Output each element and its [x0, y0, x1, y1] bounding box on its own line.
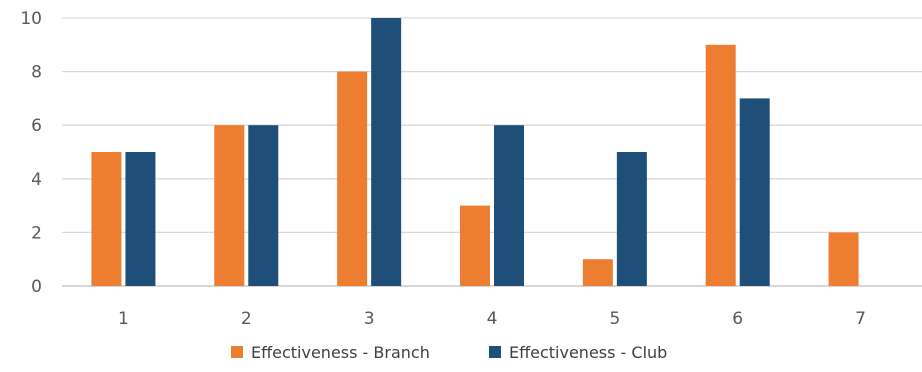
y-tick-label: 6 — [31, 116, 42, 136]
y-tick-label: 2 — [31, 223, 42, 243]
bar-club-3 — [371, 18, 402, 286]
x-tick-label: 6 — [732, 309, 743, 329]
y-tick-label: 0 — [31, 277, 42, 297]
bar-club-6 — [739, 98, 770, 287]
bar-branch-4 — [460, 205, 490, 286]
bar-branch-6 — [705, 44, 736, 286]
x-tick-label: 3 — [364, 309, 375, 329]
x-axis-ticks: 1 2 3 4 5 6 7 — [118, 309, 866, 329]
x-tick-label: 1 — [118, 309, 129, 329]
legend-swatch-club — [489, 346, 501, 358]
legend-label-branch: Effectiveness - Branch — [251, 343, 430, 362]
y-axis-ticks: 0 2 4 6 8 10 — [20, 9, 42, 297]
legend-swatch-branch — [231, 346, 243, 358]
legend-label-club: Effectiveness - Club — [509, 343, 667, 362]
bar-branch-7 — [828, 232, 859, 286]
y-tick-label: 8 — [31, 63, 42, 83]
x-tick-label: 5 — [609, 309, 620, 329]
bar-club-2 — [248, 125, 279, 286]
bar-branch-1 — [91, 152, 122, 286]
bar-branch-2 — [214, 125, 245, 286]
x-tick-label: 2 — [241, 309, 252, 329]
legend: Effectiveness - Branch Effectiveness - C… — [231, 343, 667, 362]
bar-club-5 — [616, 152, 647, 286]
bar-club-4 — [494, 125, 524, 286]
x-tick-label: 4 — [487, 309, 498, 329]
gridlines — [62, 17, 922, 287]
x-tick-label: 7 — [855, 309, 866, 329]
y-tick-label: 10 — [20, 9, 42, 29]
bar-branch-5 — [582, 259, 613, 286]
bar-club-1 — [125, 152, 156, 286]
y-tick-label: 4 — [31, 170, 42, 190]
bars — [91, 18, 859, 287]
bar-branch-3 — [337, 71, 368, 286]
